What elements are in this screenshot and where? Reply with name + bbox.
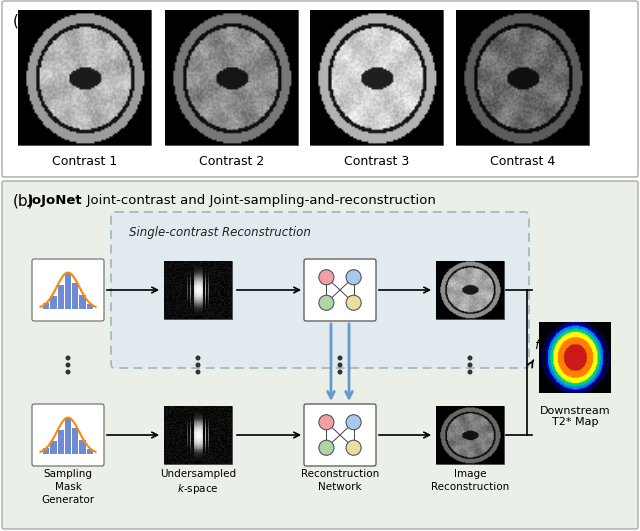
FancyBboxPatch shape (304, 404, 376, 466)
Bar (18, 10, 151, 145)
Bar (86, 304, 93, 309)
Bar (79, 295, 86, 309)
Circle shape (65, 363, 70, 367)
FancyBboxPatch shape (2, 181, 638, 529)
Text: Contrast 4: Contrast 4 (490, 155, 555, 168)
Circle shape (346, 270, 361, 285)
Bar (72, 427, 79, 453)
FancyBboxPatch shape (32, 259, 104, 321)
Bar (436, 406, 504, 464)
FancyArrowPatch shape (379, 287, 429, 293)
Circle shape (65, 355, 70, 361)
Circle shape (346, 295, 361, 310)
Bar (51, 296, 56, 309)
Bar (79, 440, 86, 453)
Circle shape (195, 363, 200, 367)
FancyBboxPatch shape (304, 259, 376, 321)
Text: (a): (a) (13, 14, 34, 29)
Circle shape (467, 370, 472, 374)
Text: (b): (b) (13, 193, 35, 208)
Text: Sampling
Mask
Generator: Sampling Mask Generator (42, 469, 95, 504)
Bar (165, 10, 298, 145)
Circle shape (346, 440, 361, 455)
Circle shape (319, 440, 334, 455)
Text: Downstream
T2* Map: Downstream T2* Map (540, 406, 611, 427)
Text: Undersampled
$k$-space: Undersampled $k$-space (160, 469, 236, 496)
Bar (72, 282, 79, 309)
FancyBboxPatch shape (111, 212, 529, 368)
Text: Single-contrast Reconstruction: Single-contrast Reconstruction (129, 226, 311, 239)
FancyArrowPatch shape (527, 360, 533, 367)
Text: Contrast 3: Contrast 3 (344, 155, 409, 168)
Bar (310, 10, 443, 145)
Circle shape (337, 370, 342, 374)
Bar (65, 272, 71, 309)
Bar (58, 285, 64, 309)
FancyArrowPatch shape (379, 432, 429, 438)
Circle shape (195, 355, 200, 361)
Circle shape (467, 363, 472, 367)
Circle shape (337, 355, 342, 361)
Text: Contrast 2: Contrast 2 (199, 155, 264, 168)
Bar (58, 430, 64, 453)
FancyArrowPatch shape (328, 324, 334, 398)
Bar (164, 406, 232, 464)
Text: Image
Reconstruction: Image Reconstruction (431, 469, 509, 492)
Bar (456, 10, 589, 145)
FancyArrowPatch shape (237, 287, 300, 293)
Text: JoJoNet: JoJoNet (28, 194, 83, 207)
Bar (436, 261, 504, 319)
Circle shape (346, 415, 361, 430)
Text: : Joint-contrast and Joint-sampling-and-reconstruction: : Joint-contrast and Joint-sampling-and-… (78, 194, 436, 207)
Text: Reconstruction
Network: Reconstruction Network (301, 469, 379, 492)
Bar (43, 448, 49, 453)
Circle shape (319, 270, 334, 285)
Text: $f(\cdot)$: $f(\cdot)$ (534, 337, 554, 352)
Circle shape (319, 415, 334, 430)
FancyArrowPatch shape (237, 432, 300, 438)
Circle shape (337, 363, 342, 367)
FancyBboxPatch shape (2, 1, 638, 177)
Bar (164, 261, 232, 319)
Bar (65, 417, 71, 453)
Bar (51, 441, 56, 453)
Bar (43, 303, 49, 309)
FancyArrowPatch shape (107, 432, 157, 438)
Text: Contrast 1: Contrast 1 (52, 155, 117, 168)
Circle shape (467, 355, 472, 361)
FancyArrowPatch shape (346, 324, 353, 398)
Circle shape (319, 295, 334, 310)
Bar (86, 449, 93, 453)
FancyArrowPatch shape (107, 287, 157, 293)
Circle shape (65, 370, 70, 374)
Circle shape (195, 370, 200, 374)
FancyBboxPatch shape (32, 404, 104, 466)
